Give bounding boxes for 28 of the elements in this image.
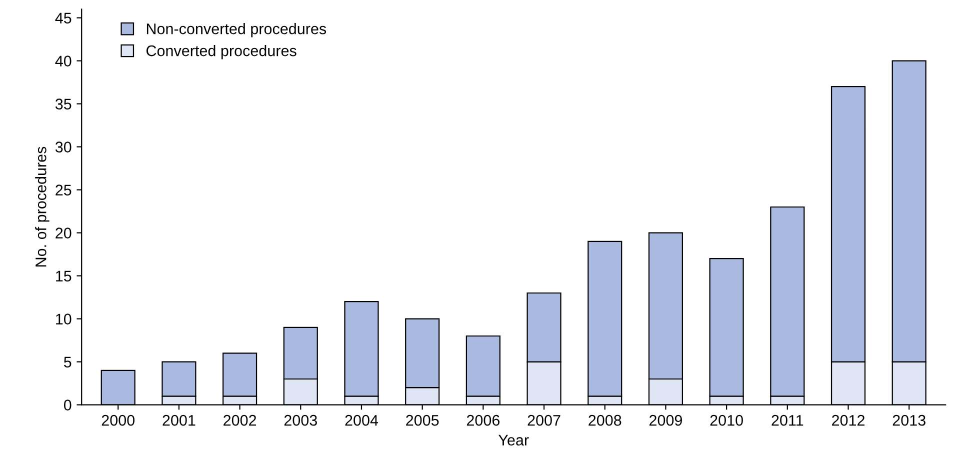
x-tick-label: 2007 [528, 414, 560, 426]
x-tick-label: 2013 [892, 414, 926, 426]
legend-label: Converted procedures [146, 44, 296, 60]
y-tick-label: 10 [56, 314, 72, 324]
y-tick-label: 35 [55, 98, 72, 110]
x-tick-label: 2003 [284, 414, 317, 426]
x-tick-label: 2008 [588, 414, 622, 426]
y-tick-label: 5 [64, 356, 72, 368]
y-tick-label: 15 [56, 270, 72, 282]
x-axis-title: Year [498, 434, 529, 446]
x-tick-label: 2009 [649, 414, 682, 426]
legend-label: Non-converted procedures [146, 23, 326, 38]
x-tick-label: 2012 [832, 414, 864, 426]
y-tick-label: 40 [55, 56, 72, 66]
y-tick-label: 45 [55, 12, 72, 24]
x-tick-label: 2010 [710, 414, 743, 426]
y-tick-label: 25 [56, 184, 72, 196]
y-tick-label: 20 [56, 228, 72, 238]
x-tick-label: 2005 [406, 414, 439, 426]
x-tick-label: 2001 [162, 414, 196, 426]
x-tick-label: 2006 [466, 414, 500, 426]
x-tick-label: 2000 [102, 414, 135, 426]
y-tick-label: 0 [64, 400, 72, 410]
x-tick-label: 2002 [224, 414, 256, 426]
y-axis-title: No. of procedures [35, 146, 50, 266]
x-tick-label: 2011 [772, 414, 804, 426]
y-tick-label: 30 [55, 142, 72, 152]
x-tick-label: 2004 [345, 414, 378, 426]
